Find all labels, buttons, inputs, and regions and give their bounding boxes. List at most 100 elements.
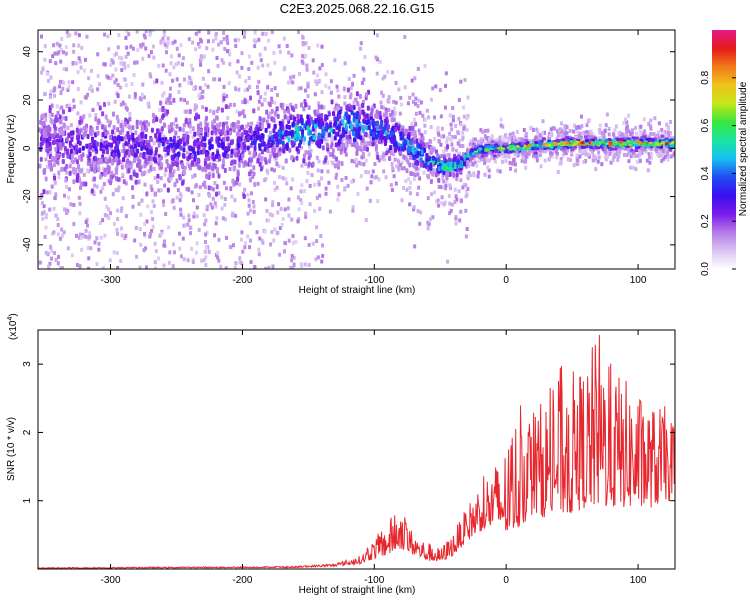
spectrogram-cell xyxy=(467,148,471,153)
spectrogram-cell xyxy=(233,265,237,269)
spectrogram-cell xyxy=(76,87,80,92)
spectrogram-cell xyxy=(408,202,412,207)
spectrogram-cell xyxy=(136,148,140,154)
spectrogram-cell xyxy=(407,138,411,143)
spectrogram-cell xyxy=(106,34,110,39)
spectrogram-cell xyxy=(266,171,270,176)
spectrogram-cell xyxy=(548,133,552,138)
spectrogram-cell xyxy=(179,207,183,212)
spectrogram-cell xyxy=(574,129,578,134)
spectrogram-cell xyxy=(479,128,483,133)
spectrogram-cell xyxy=(156,160,160,165)
spectrogram-cell xyxy=(431,171,435,177)
spectrogram-cell xyxy=(138,227,142,232)
spectrogram-cell xyxy=(82,234,86,239)
spectrogram-cell xyxy=(397,125,401,131)
spectrogram-cell xyxy=(363,124,367,129)
spectrogram-cell xyxy=(413,76,417,81)
spectrogram-cell xyxy=(584,152,588,157)
spectrogram-cell xyxy=(458,138,462,143)
spectrogram-cell xyxy=(68,163,72,169)
spectrogram-cell xyxy=(39,195,43,200)
spectrogram-cell xyxy=(105,140,109,146)
spectrogram-cell xyxy=(386,98,390,103)
spectrogram-cell xyxy=(580,124,584,129)
spectrogram-cell xyxy=(199,128,203,134)
spectrogram-cell xyxy=(561,153,565,158)
spectrogram-cell xyxy=(162,91,166,96)
spectrogram-cell xyxy=(67,195,71,200)
spectrogram-cell xyxy=(55,159,59,165)
spectrogram-cell xyxy=(294,125,298,131)
spectrogram-cell xyxy=(60,227,64,232)
spectrogram-cell xyxy=(403,34,407,39)
spectrogram-cell xyxy=(375,71,379,76)
spectrogram-cell xyxy=(75,233,79,238)
spectrogram-cell xyxy=(499,117,503,122)
spectrogram-cell xyxy=(234,180,238,186)
spectrogram-cell xyxy=(70,170,74,175)
spectrogram-cell xyxy=(211,124,215,130)
spectrogram-cell xyxy=(333,58,337,63)
spectrogram-cell xyxy=(349,105,353,111)
spectrogram-cell xyxy=(321,145,325,151)
spectrogram-cell xyxy=(86,223,90,228)
spectrogram-cell xyxy=(361,134,365,139)
spectrogram-cell xyxy=(95,184,99,189)
spectrogram-cell xyxy=(258,236,262,241)
spectrogram-cell xyxy=(437,166,441,172)
spectrogram-cell xyxy=(324,133,328,138)
spectrogram-cell xyxy=(280,147,284,152)
spectrogram-cell xyxy=(455,172,459,178)
spectrogram-cell xyxy=(350,158,354,163)
spectrogram-cell xyxy=(189,63,193,68)
spectrogram-cell xyxy=(243,99,247,105)
spectrogram-cell xyxy=(488,158,492,163)
spectrogram-cell xyxy=(638,151,642,156)
spectrogram-cell xyxy=(302,153,306,159)
spectrogram-cell xyxy=(374,139,378,144)
spectrogram-cell xyxy=(58,236,62,241)
spectrogram-cell xyxy=(130,161,134,166)
spectrogram-cell xyxy=(80,157,84,162)
spectrogram-cell xyxy=(279,125,283,131)
spectrogram-cell xyxy=(445,178,449,183)
spectrogram-cell xyxy=(58,84,62,89)
spectrogram-cell xyxy=(514,162,518,167)
spectrogram-cell xyxy=(311,241,315,246)
spectrogram-cell xyxy=(596,137,600,142)
spectrogram-cell xyxy=(440,134,444,139)
spectrogram-cell xyxy=(145,127,149,133)
spectrogram-cell xyxy=(408,125,412,131)
spectrogram-cell xyxy=(204,218,208,223)
spectrogram-cell xyxy=(414,160,418,166)
spectrogram-cell xyxy=(246,192,250,197)
spectrogram-cell xyxy=(134,225,138,230)
spectrogram-cell xyxy=(156,173,160,179)
spectrogram-cell xyxy=(314,79,318,84)
spectrogram-cell xyxy=(225,49,229,54)
spectrogram-cell xyxy=(454,216,458,221)
spectrogram-cell xyxy=(57,175,61,180)
spectrogram-cell xyxy=(507,138,511,143)
spectrogram-cell xyxy=(565,131,569,136)
spectrogram-cell xyxy=(58,129,62,135)
spectrogram-cell xyxy=(145,219,149,224)
spectrogram-cell xyxy=(118,55,122,60)
spectrogram-cell xyxy=(111,129,115,135)
spectrogram-cell xyxy=(547,157,551,162)
spectrogram-cell xyxy=(661,148,665,153)
spectrogram-cell xyxy=(171,121,175,126)
spectrogram-cell xyxy=(129,164,133,170)
spectrogram-cell xyxy=(372,175,376,180)
spectrogram-cell xyxy=(393,157,397,162)
spectrogram-cell xyxy=(307,155,311,161)
spectrogram-cell xyxy=(300,201,304,206)
spectrogram-cell xyxy=(155,154,159,159)
spectrogram-cell xyxy=(193,131,197,137)
spectrogram-cell xyxy=(359,147,363,152)
spectrogram-cell xyxy=(310,139,314,144)
spectrogram-cell xyxy=(469,161,473,166)
spectrogram-cell xyxy=(202,54,206,59)
spectrogram-cell xyxy=(568,135,572,140)
